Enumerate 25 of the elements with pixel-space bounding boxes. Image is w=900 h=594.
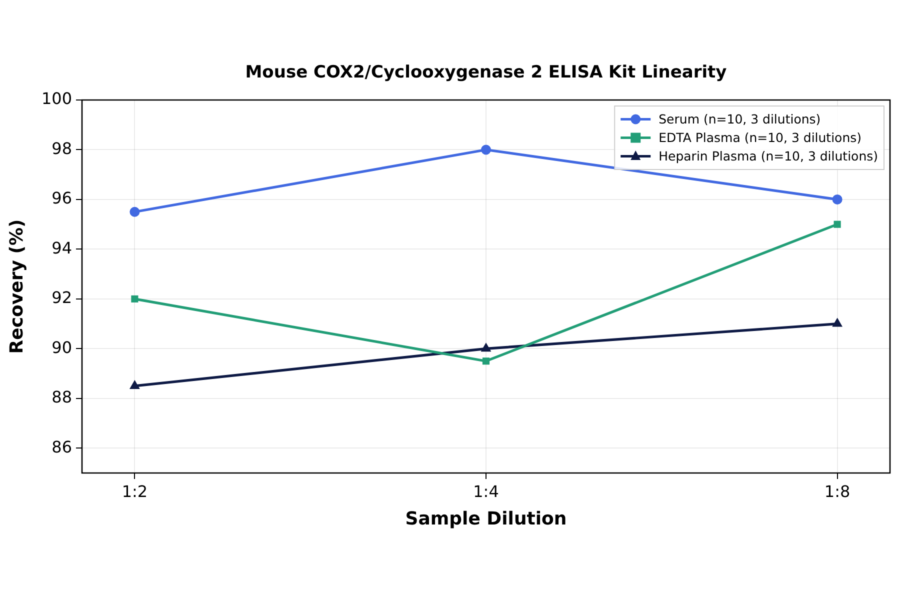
y-tick-label: 100	[41, 89, 72, 108]
y-tick-label: 96	[52, 188, 72, 208]
x-tick-label: 1:4	[473, 482, 499, 501]
chart-title: Mouse COX2/Cyclooxygenase 2 ELISA Kit Linearity	[245, 62, 727, 82]
x-tick-label: 1:8	[824, 482, 850, 501]
point	[130, 206, 140, 217]
x-tick-label: 1:2	[122, 482, 148, 501]
legend-label: Heparin Plasma (n=10, 3 dilutions)	[658, 148, 878, 164]
legend-label: Serum (n=10, 3 dilutions)	[658, 112, 821, 126]
y-axis-title: Recovery (%)	[6, 219, 28, 354]
point	[832, 318, 842, 327]
y-tick-label: 98	[52, 138, 72, 158]
point	[481, 144, 491, 155]
y-tick-label: 88	[52, 388, 72, 407]
point	[480, 342, 492, 352]
point	[131, 295, 138, 302]
point	[130, 380, 140, 389]
point	[832, 194, 842, 204]
y-tick-label: 92	[52, 288, 72, 308]
y-tick-label: 94	[52, 238, 72, 258]
point	[834, 220, 841, 228]
y-tick-label: 86	[52, 437, 72, 456]
x-axis-title: Sample Dilution	[405, 508, 567, 530]
legend-label: EDTA Plasma (n=10, 3 dilutions)	[658, 130, 862, 145]
y-tick-label: 90	[52, 338, 72, 357]
